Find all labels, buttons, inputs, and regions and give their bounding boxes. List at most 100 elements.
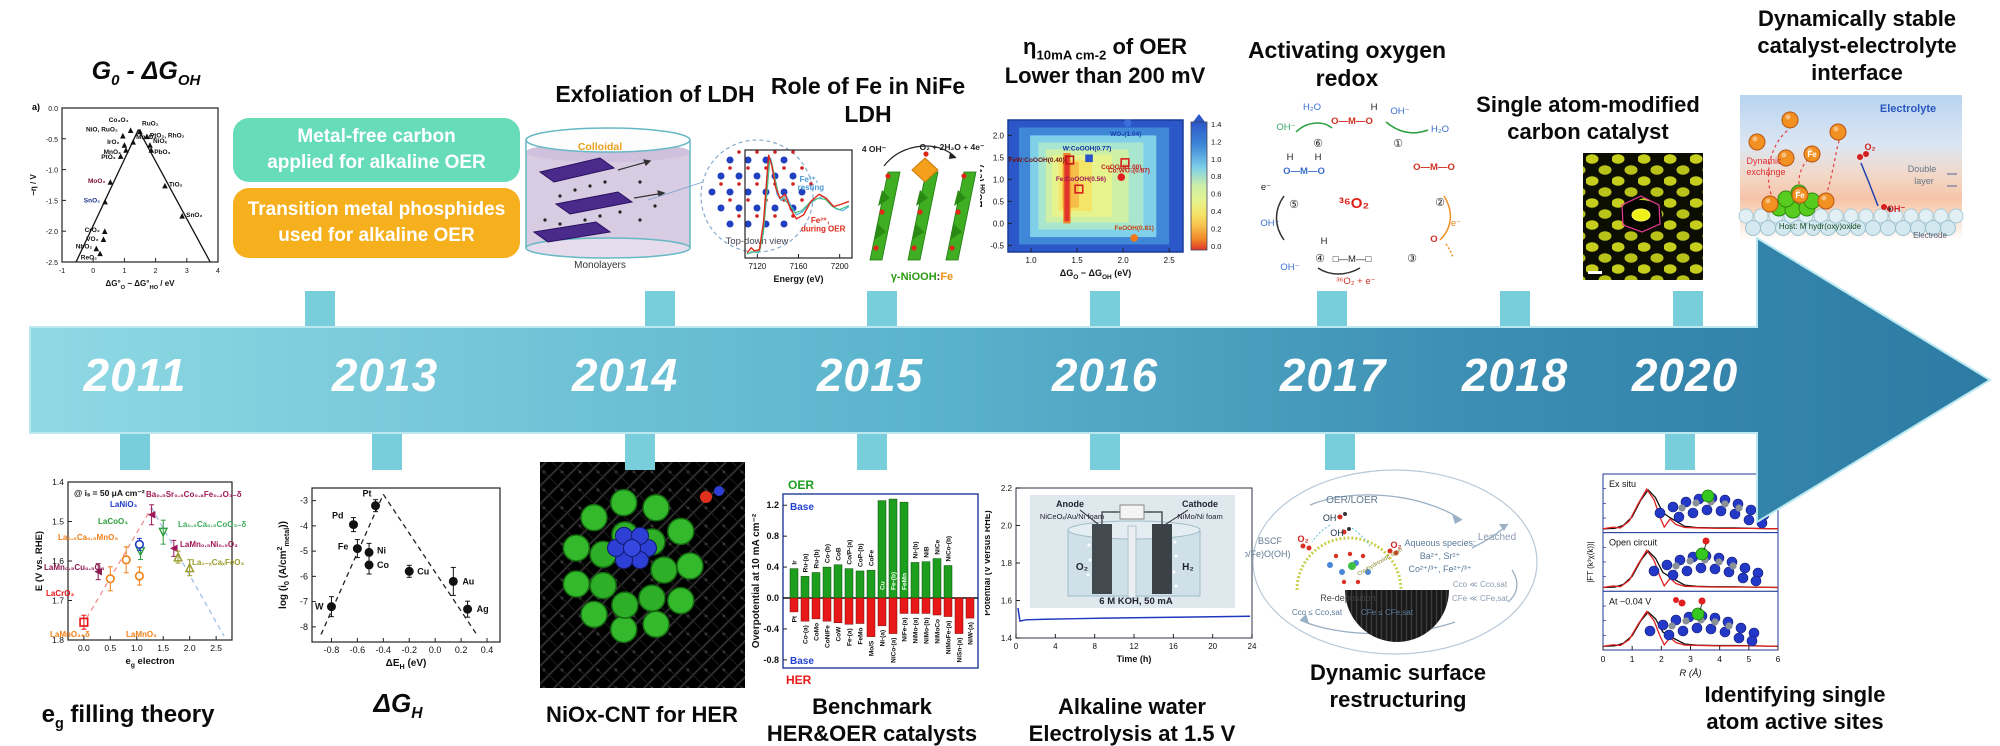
y-tick-label: -0.4 [763, 624, 779, 634]
colorbar-tick: 1.4 [1211, 120, 1221, 129]
data-line [320, 494, 384, 635]
title-line: η10mA cm-2 of OER [1005, 34, 1206, 63]
c-atom [1715, 505, 1727, 517]
label-part: e [125, 656, 130, 667]
curve-label: Fe³⁺, [800, 175, 818, 184]
diagram-text: O₂ [1865, 142, 1876, 152]
point-label: Pt [363, 489, 372, 499]
nio-sphere [611, 591, 639, 619]
diagram-text: OH [1330, 528, 1344, 538]
year-2020: 2020 [1631, 349, 1739, 401]
metal-site [735, 204, 743, 212]
x-tick-label: 1.5 [157, 643, 169, 653]
x-tick-label: 1 [1630, 654, 1635, 664]
lattice-sphere [1738, 208, 1754, 224]
h2-label: H₂ [1182, 562, 1194, 573]
diagram-text: H₂O [1431, 124, 1449, 135]
label-part: )) [278, 521, 289, 528]
o-atom [1698, 597, 1706, 605]
beaker-rim [525, 127, 691, 153]
marker [127, 127, 134, 133]
marker [348, 520, 358, 530]
n-atom [1725, 622, 1733, 630]
year-2016: 2016 [1051, 349, 1159, 401]
her-bar-label: NiMoFe-(a) [946, 621, 953, 655]
nio-sphere [562, 570, 591, 598]
oxygen-site [728, 198, 732, 202]
reaction-right: O₂ + 2H₂O + 4e⁻ [920, 142, 985, 152]
n-atom [1692, 499, 1700, 507]
timeline-tick-above [305, 291, 335, 331]
fe-octahedron [911, 157, 939, 183]
point-label: CrO₂ [85, 227, 100, 234]
point-label: Mn₂O₃ [136, 134, 156, 141]
anode-label: Anode [1056, 499, 1084, 509]
oer-bar-label: NiCe [935, 539, 942, 554]
diagram-text: e⁻ [1261, 182, 1271, 193]
nio-sphere [667, 586, 695, 615]
structure-caption: γ-NiOOH:Fe [891, 271, 953, 283]
marker [1085, 154, 1093, 163]
oxygen-site [782, 166, 786, 170]
title-sub: OH [177, 72, 201, 89]
diagram-text: ② [1435, 197, 1445, 209]
her-bar [910, 597, 920, 614]
diagram-text: ④ [1315, 253, 1325, 265]
connector-line [647, 181, 704, 201]
exafs-curve [1602, 610, 1779, 647]
electrolysis-panel: 0 4 8 12 16 20 24 2.2 2.0 1.8 1.6 1.4 Time (h) Potent… [985, 484, 1257, 664]
label-part: OH [980, 184, 987, 194]
title-line: Single atom-modified [1476, 92, 1700, 117]
panel-title-oxygen-redox: Activating oxygen redox [1248, 36, 1446, 92]
diagram-text: OH⁻ [1276, 122, 1295, 133]
subfigure-tag: a) [32, 102, 40, 112]
oer-bar-label: Co-(b) [825, 544, 832, 563]
diagram-text: ③ [1407, 253, 1417, 265]
beaker-art [525, 127, 691, 259]
caption-line: HER&OER catalysts [766, 720, 978, 746]
diagram-text: Dynamic [1746, 156, 1782, 166]
y-tick-label: -8 [300, 622, 308, 632]
her-bar [789, 597, 799, 613]
label-part: (eV) [1112, 268, 1132, 278]
her-bar-label: NiMoCo [935, 619, 942, 644]
marker [404, 566, 414, 576]
sphere-highlight [1795, 189, 1801, 195]
timeline-tick-below [1090, 429, 1120, 470]
label-part: 0 [282, 581, 291, 585]
current-density-annotation: @ iₛ = 50 μA cm⁻² [74, 488, 145, 498]
point-label: CoOOH(1.00) [1101, 164, 1141, 171]
diagram-text: H [1371, 102, 1378, 113]
colorbar-tick: 0.8 [1211, 172, 1221, 181]
reaction-left: 4 OH⁻ [862, 144, 887, 154]
metal-site [717, 172, 725, 180]
label-part: − ΔG° [125, 279, 149, 288]
point-label: LaMn₀.₅Cu₀.₅O₃ [44, 563, 105, 572]
c-atom [1729, 508, 1741, 520]
exchange-arrows [1767, 129, 1841, 201]
marker [147, 142, 153, 148]
x-tick-label: 3 [1688, 654, 1693, 664]
c-atom [1644, 625, 1656, 637]
marker [147, 510, 156, 519]
caption-text: ΔG [373, 688, 412, 718]
exfoliation-illustration: Colloidal Monolayers Top-down view [525, 127, 814, 271]
marker [463, 604, 473, 614]
lattice-sphere [1948, 208, 1964, 224]
point-label: NiOₓ [153, 138, 168, 145]
oxygen-site [737, 182, 741, 186]
x-tick-label: 2 [154, 268, 158, 275]
electrolyte-condition: 6 M KOH, 50 mA [1099, 596, 1173, 607]
transition-metal-phosphides-box: Transition metal phosphides used for alk… [233, 188, 520, 258]
oxygen-site [800, 166, 804, 170]
diagram-text: □—M—□ [1333, 254, 1372, 265]
lattice-sphere [1873, 208, 1889, 224]
marker [371, 501, 381, 511]
point-label: Ag [477, 604, 489, 614]
bond [1699, 603, 1703, 611]
point-label: Co [377, 560, 389, 570]
x-tick-label: -1 [59, 268, 65, 275]
oer-tag: OER [788, 478, 814, 492]
nio-sphere [580, 600, 608, 629]
lattice-sphere [1753, 208, 1769, 224]
